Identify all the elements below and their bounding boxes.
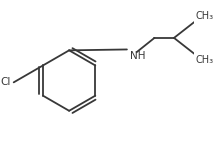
Text: CH₃: CH₃ [195,11,214,21]
Text: NH: NH [129,51,145,61]
Text: CH₃: CH₃ [195,55,214,65]
Text: Cl: Cl [1,77,11,87]
